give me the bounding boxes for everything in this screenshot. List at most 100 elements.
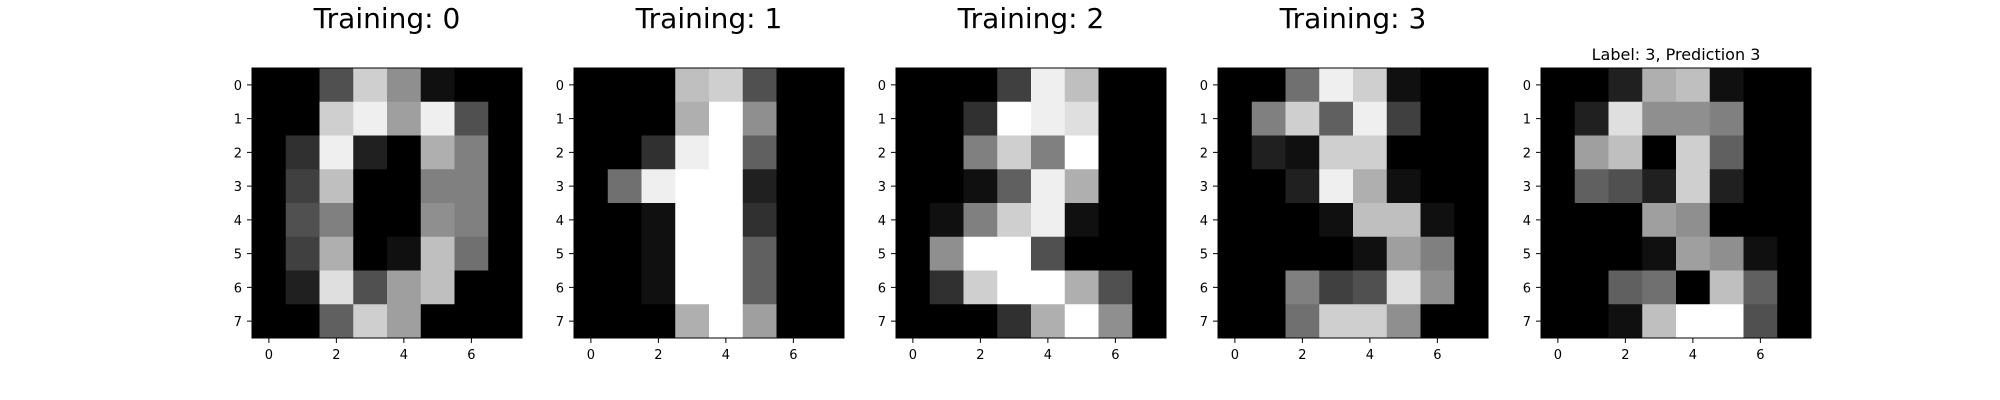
- y-tick-label: 2: [1200, 146, 1208, 161]
- pixel-cell: [607, 135, 642, 170]
- pixel-cell: [1386, 135, 1421, 170]
- pixel-cell: [1608, 236, 1643, 271]
- pixel-cell: [1064, 236, 1099, 271]
- pixel-cell: [1709, 169, 1744, 204]
- pixel-cell: [574, 203, 609, 238]
- pixel-cell: [252, 101, 287, 136]
- pixel-cell: [1541, 304, 1576, 339]
- x-tick-label: 4: [722, 348, 730, 363]
- pixel-cell: [1285, 270, 1320, 305]
- pixel-cell: [1386, 270, 1421, 305]
- pixel-cell: [810, 203, 845, 238]
- pixel-cell: [675, 304, 710, 339]
- pixel-cell: [1777, 68, 1812, 103]
- pixel-cell: [285, 169, 320, 204]
- pixel-cell: [1642, 101, 1677, 136]
- pixel-cell: [1251, 135, 1286, 170]
- x-tick-label: 6: [1111, 348, 1119, 363]
- y-tick-label: 1: [1523, 113, 1531, 128]
- y-tick-label: 0: [556, 79, 564, 94]
- pixel-cell: [353, 304, 388, 339]
- pixel-cell: [1251, 270, 1286, 305]
- pixel-cell: [1218, 169, 1253, 204]
- pixel-cell: [387, 169, 422, 204]
- digit-panel-2: Training: 2 0 2 4 6 0 1 2 3 4 5 6 7: [878, 2, 1167, 363]
- pixel-cell: [1743, 270, 1778, 305]
- pixel-cell: [319, 135, 354, 170]
- pixel-cell: [1251, 169, 1286, 204]
- pixel-cell: [353, 203, 388, 238]
- y-tick-label: 5: [234, 248, 242, 263]
- x-tick-label: 4: [1366, 348, 1374, 363]
- pixel-cell: [963, 203, 998, 238]
- x-tick-label: 2: [976, 348, 984, 363]
- pixel-cell: [1064, 169, 1099, 204]
- pixel-cell: [1031, 169, 1066, 204]
- pixel-cell: [319, 203, 354, 238]
- pixel-cell: [1353, 270, 1388, 305]
- pixel-cell: [1319, 68, 1354, 103]
- pixel-cell: [454, 68, 489, 103]
- pixel-cell: [1353, 236, 1388, 271]
- pixel-cell: [1218, 304, 1253, 339]
- pixel-cell: [319, 236, 354, 271]
- pixel-cell: [1319, 270, 1354, 305]
- y-tick-label: 5: [1200, 248, 1208, 263]
- panel-title: Training: 0: [313, 2, 461, 35]
- pixel-cell: [1064, 135, 1099, 170]
- pixel-cell: [1608, 68, 1643, 103]
- pixel-cell: [776, 236, 811, 271]
- pixel-cell: [1777, 169, 1812, 204]
- pixel-cell: [1709, 236, 1744, 271]
- pixel-cell: [742, 270, 777, 305]
- x-tick-label: 6: [1756, 348, 1764, 363]
- pixel-cell: [1574, 203, 1609, 238]
- pixel-cell: [1132, 236, 1167, 271]
- pixel-cell: [896, 101, 931, 136]
- pixel-cell: [709, 203, 744, 238]
- pixel-cell: [1642, 135, 1677, 170]
- pixel-cell: [1676, 236, 1711, 271]
- pixel-cell: [896, 236, 931, 271]
- pixel-cell: [1642, 270, 1677, 305]
- pixel-cell: [1132, 270, 1167, 305]
- pixel-cell: [1132, 169, 1167, 204]
- pixel-cell: [387, 270, 422, 305]
- pixel-cell: [387, 135, 422, 170]
- pixel-cell: [997, 68, 1032, 103]
- pixel-cell: [929, 236, 964, 271]
- pixel-cell: [1541, 101, 1576, 136]
- pixel-cell: [1420, 236, 1455, 271]
- pixel-cell: [675, 203, 710, 238]
- pixel-cell: [353, 101, 388, 136]
- pixel-cell: [1777, 101, 1812, 136]
- pixel-cell: [1454, 135, 1489, 170]
- pixel-cell: [1064, 270, 1099, 305]
- pixel-cell: [641, 169, 676, 204]
- pixel-cell: [285, 304, 320, 339]
- pixel-cell: [1420, 270, 1455, 305]
- pixel-cell: [1420, 135, 1455, 170]
- pixel-cell: [1386, 304, 1421, 339]
- pixel-cell: [319, 169, 354, 204]
- pixel-cell: [1608, 101, 1643, 136]
- pixel-cell: [709, 68, 744, 103]
- pixel-cell: [742, 304, 777, 339]
- pixel-cell: [252, 203, 287, 238]
- pixel-cell: [1420, 68, 1455, 103]
- pixel-cell: [319, 101, 354, 136]
- pixel-cell: [353, 236, 388, 271]
- y-tick-label: 1: [1200, 113, 1208, 128]
- pixel-cell: [810, 135, 845, 170]
- pixel-cell: [1386, 101, 1421, 136]
- pixel-cell: [285, 68, 320, 103]
- pixel-cell: [1454, 203, 1489, 238]
- pixel-cell: [454, 236, 489, 271]
- pixel-cell: [353, 68, 388, 103]
- pixel-cell: [1031, 135, 1066, 170]
- pixel-cell: [742, 135, 777, 170]
- y-tick-label: 5: [556, 248, 564, 263]
- y-tick-label: 3: [234, 180, 242, 195]
- pixel-cell: [929, 270, 964, 305]
